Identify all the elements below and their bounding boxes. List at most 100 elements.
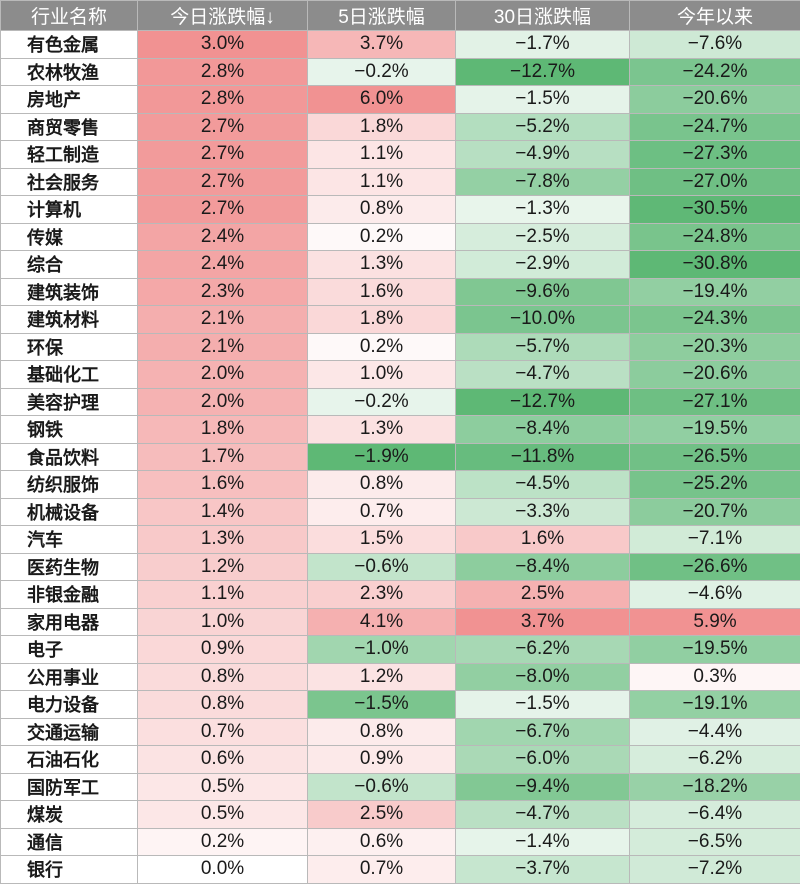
value-cell-d5: 1.0% xyxy=(307,360,456,389)
value-cell-d30: −12.7% xyxy=(455,387,630,416)
table-row: 计算机 2.7% 0.8% −1.3% −30.5% xyxy=(0,195,800,224)
table-row: 建筑材料 2.1% 1.8% −10.0% −24.3% xyxy=(0,305,800,334)
value-cell-today: 0.0% xyxy=(137,855,308,884)
value-cell-d30: −4.7% xyxy=(455,800,630,829)
value-cell-ytd: −26.6% xyxy=(629,552,800,581)
industry-name-cell: 电子 xyxy=(0,635,138,664)
value-cell-ytd: −27.0% xyxy=(629,167,800,196)
industry-name-cell: 房地产 xyxy=(0,85,138,114)
value-cell-d5: 1.6% xyxy=(307,277,456,306)
value-cell-d30: −4.9% xyxy=(455,140,630,169)
column-header-5d: 5日涨跌幅 xyxy=(307,0,456,31)
industry-name-cell: 美容护理 xyxy=(0,387,138,416)
table-row: 环保 2.1% 0.2% −5.7% −20.3% xyxy=(0,332,800,361)
industry-name-cell: 汽车 xyxy=(0,525,138,554)
value-cell-d30: −1.5% xyxy=(455,85,630,114)
value-cell-d30: 3.7% xyxy=(455,607,630,636)
table-row: 汽车 1.3% 1.5% 1.6% −7.1% xyxy=(0,525,800,554)
value-cell-ytd: 0.3% xyxy=(629,662,800,691)
value-cell-d5: 1.2% xyxy=(307,662,456,691)
industry-name-cell: 医药生物 xyxy=(0,552,138,581)
value-cell-today: 0.8% xyxy=(137,690,308,719)
value-cell-ytd: −20.7% xyxy=(629,497,800,526)
value-cell-d30: −6.0% xyxy=(455,745,630,774)
value-cell-today: 1.3% xyxy=(137,525,308,554)
value-cell-ytd: 5.9% xyxy=(629,607,800,636)
value-cell-d5: −0.2% xyxy=(307,387,456,416)
value-cell-d30: −11.8% xyxy=(455,442,630,471)
table-row: 社会服务 2.7% 1.1% −7.8% −27.0% xyxy=(0,167,800,196)
value-cell-d5: 0.8% xyxy=(307,717,456,746)
value-cell-d5: 1.3% xyxy=(307,250,456,279)
column-header-today: 今日涨跌幅↓ xyxy=(137,0,308,31)
industry-name-cell: 传媒 xyxy=(0,222,138,251)
value-cell-today: 2.7% xyxy=(137,195,308,224)
value-cell-today: 0.5% xyxy=(137,772,308,801)
value-cell-today: 2.7% xyxy=(137,140,308,169)
value-cell-today: 2.4% xyxy=(137,222,308,251)
value-cell-d5: 2.5% xyxy=(307,800,456,829)
value-cell-ytd: −7.6% xyxy=(629,30,800,59)
value-cell-d30: −8.0% xyxy=(455,662,630,691)
value-cell-ytd: −6.2% xyxy=(629,745,800,774)
table-row: 商贸零售 2.7% 1.8% −5.2% −24.7% xyxy=(0,112,800,141)
value-cell-today: 1.6% xyxy=(137,470,308,499)
value-cell-d5: 1.8% xyxy=(307,112,456,141)
table-row: 综合 2.4% 1.3% −2.9% −30.8% xyxy=(0,250,800,279)
industry-name-cell: 煤炭 xyxy=(0,800,138,829)
table-row: 非银金融 1.1% 2.3% 2.5% −4.6% xyxy=(0,580,800,609)
table-row: 食品饮料 1.7% −1.9% −11.8% −26.5% xyxy=(0,442,800,471)
value-cell-d30: −2.9% xyxy=(455,250,630,279)
table-row: 公用事业 0.8% 1.2% −8.0% 0.3% xyxy=(0,662,800,691)
value-cell-d5: 1.1% xyxy=(307,167,456,196)
industry-name-cell: 机械设备 xyxy=(0,497,138,526)
table-row: 机械设备 1.4% 0.7% −3.3% −20.7% xyxy=(0,497,800,526)
industry-name-cell: 环保 xyxy=(0,332,138,361)
value-cell-d5: 0.7% xyxy=(307,855,456,884)
value-cell-d5: 0.2% xyxy=(307,332,456,361)
table-row: 电子 0.9% −1.0% −6.2% −19.5% xyxy=(0,635,800,664)
industry-name-cell: 钢铁 xyxy=(0,415,138,444)
value-cell-today: 2.0% xyxy=(137,387,308,416)
value-cell-today: 2.3% xyxy=(137,277,308,306)
value-cell-d5: −1.5% xyxy=(307,690,456,719)
value-cell-today: 1.0% xyxy=(137,607,308,636)
value-cell-d30: −3.3% xyxy=(455,497,630,526)
table-row: 农林牧渔 2.8% −0.2% −12.7% −24.2% xyxy=(0,57,800,86)
industry-name-cell: 计算机 xyxy=(0,195,138,224)
value-cell-d30: −1.3% xyxy=(455,195,630,224)
industry-name-cell: 建筑材料 xyxy=(0,305,138,334)
table-row: 银行 0.0% 0.7% −3.7% −7.2% xyxy=(0,855,800,884)
value-cell-d30: −5.2% xyxy=(455,112,630,141)
industry-name-cell: 交通运输 xyxy=(0,717,138,746)
value-cell-d5: 0.8% xyxy=(307,195,456,224)
value-cell-d30: −9.4% xyxy=(455,772,630,801)
industry-name-cell: 纺织服饰 xyxy=(0,470,138,499)
value-cell-today: 0.6% xyxy=(137,745,308,774)
value-cell-d30: −4.7% xyxy=(455,360,630,389)
table-row: 交通运输 0.7% 0.8% −6.7% −4.4% xyxy=(0,717,800,746)
value-cell-today: 0.5% xyxy=(137,800,308,829)
value-cell-ytd: −20.6% xyxy=(629,85,800,114)
value-cell-d30: 1.6% xyxy=(455,525,630,554)
value-cell-d5: 3.7% xyxy=(307,30,456,59)
industry-name-cell: 银行 xyxy=(0,855,138,884)
value-cell-today: 1.1% xyxy=(137,580,308,609)
value-cell-d5: 0.9% xyxy=(307,745,456,774)
industry-name-cell: 综合 xyxy=(0,250,138,279)
table-row: 国防军工 0.5% −0.6% −9.4% −18.2% xyxy=(0,772,800,801)
industry-name-cell: 非银金融 xyxy=(0,580,138,609)
industry-name-cell: 国防军工 xyxy=(0,772,138,801)
industry-name-cell: 商贸零售 xyxy=(0,112,138,141)
value-cell-ytd: −24.2% xyxy=(629,57,800,86)
value-cell-ytd: −27.1% xyxy=(629,387,800,416)
value-cell-today: 2.7% xyxy=(137,112,308,141)
table-row: 美容护理 2.0% −0.2% −12.7% −27.1% xyxy=(0,387,800,416)
table-row: 通信 0.2% 0.6% −1.4% −6.5% xyxy=(0,827,800,856)
value-cell-ytd: −26.5% xyxy=(629,442,800,471)
table-row: 有色金属 3.0% 3.7% −1.7% −7.6% xyxy=(0,30,800,59)
value-cell-d30: −6.7% xyxy=(455,717,630,746)
value-cell-today: 1.7% xyxy=(137,442,308,471)
